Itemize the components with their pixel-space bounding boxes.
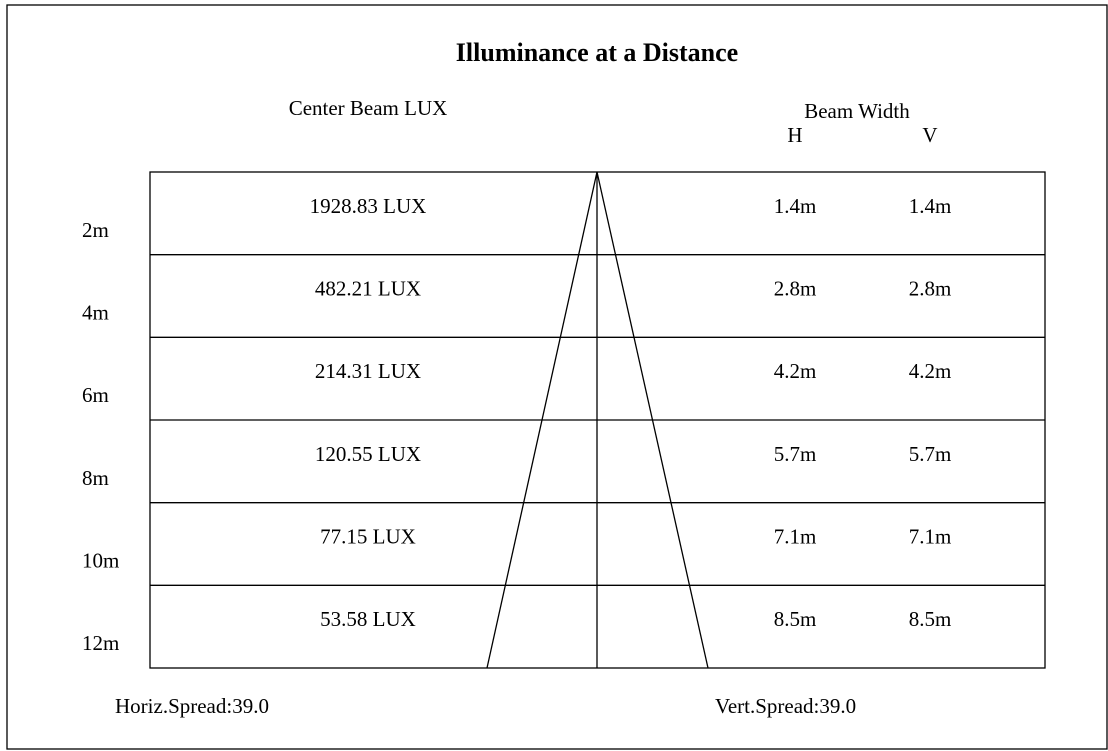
h-value: 7.1m — [774, 524, 817, 548]
lux-value: 53.58 LUX — [320, 607, 416, 631]
beam-width-header: Beam Width — [804, 99, 910, 123]
h-value: 5.7m — [774, 442, 817, 466]
title: Illuminance at a Distance — [456, 38, 738, 67]
distance-label: 8m — [82, 466, 109, 490]
distance-label: 4m — [82, 300, 109, 324]
v-value: 5.7m — [909, 442, 952, 466]
distance-label: 2m — [82, 218, 109, 242]
v-value: 7.1m — [909, 524, 952, 548]
v-value: 1.4m — [909, 194, 952, 218]
vert-spread: Vert.Spread:39.0 — [715, 694, 856, 718]
distance-label: 10m — [82, 548, 119, 572]
v-value: 4.2m — [909, 359, 952, 383]
h-header: H — [787, 123, 802, 147]
lux-value: 214.31 LUX — [315, 359, 421, 383]
v-value: 2.8m — [909, 276, 952, 300]
distance-label: 6m — [82, 383, 109, 407]
v-header: V — [922, 123, 937, 147]
v-value: 8.5m — [909, 607, 952, 631]
horiz-spread: Horiz.Spread:39.0 — [115, 694, 269, 718]
lux-value: 1928.83 LUX — [310, 194, 427, 218]
distance-label: 12m — [82, 631, 119, 655]
h-value: 8.5m — [774, 607, 817, 631]
h-value: 2.8m — [774, 276, 817, 300]
lux-value: 120.55 LUX — [315, 442, 421, 466]
h-value: 4.2m — [774, 359, 817, 383]
h-value: 1.4m — [774, 194, 817, 218]
lux-header: Center Beam LUX — [289, 96, 448, 120]
lux-value: 77.15 LUX — [320, 524, 416, 548]
outer-border — [6, 4, 1108, 750]
lux-value: 482.21 LUX — [315, 276, 421, 300]
